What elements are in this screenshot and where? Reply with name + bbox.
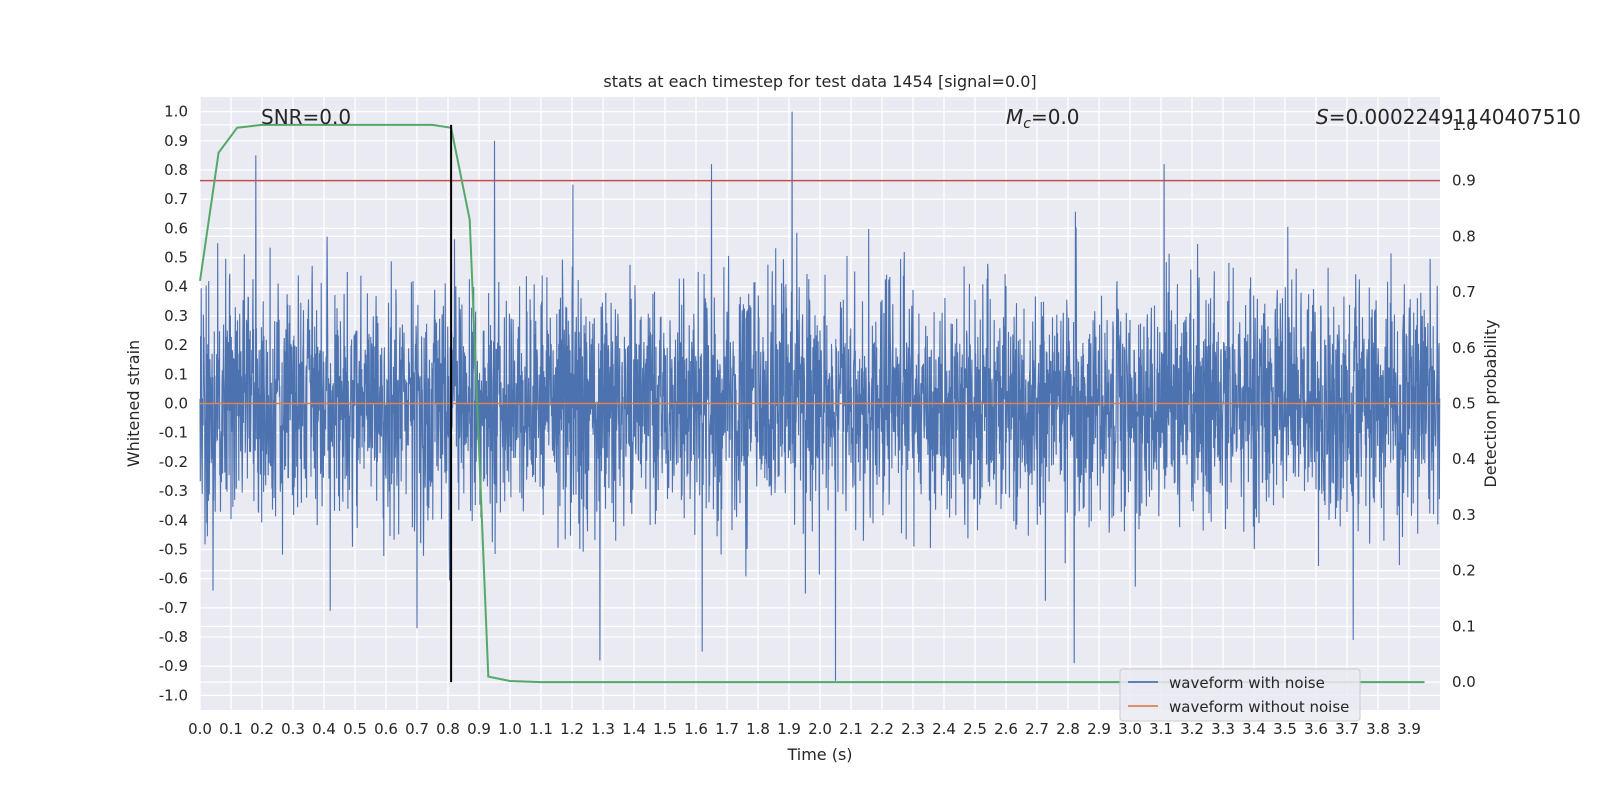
x-tick-label: 1.3: [591, 720, 615, 738]
legend-label-clean: waveform without noise: [1169, 698, 1349, 716]
snr-annotation: SNR=0.0: [261, 105, 351, 129]
x-tick-label: 3.3: [1211, 720, 1235, 738]
x-tick-label: 3.5: [1273, 720, 1297, 738]
noise-series-line: [199, 111, 1441, 681]
y-tick-label: 0.2: [164, 336, 188, 354]
y-right-tick-label: 0.2: [1452, 562, 1476, 580]
y-right-tick-labels: 1.0 0.9 0.8 0.7 0.6 0.5 0.4 0.3 0.2 0.1 0.0: [1452, 116, 1476, 691]
y-right-tick-label: 0.7: [1452, 283, 1476, 301]
x-tick-label: 0.1: [219, 720, 243, 738]
x-tick-label: 1.9: [777, 720, 801, 738]
y-tick-label: -0.7: [159, 599, 188, 617]
x-tick-label: 0.6: [374, 720, 398, 738]
y-tick-label: -1.0: [159, 686, 188, 704]
y-tick-label: -0.3: [159, 482, 188, 500]
x-tick-label: 0.0: [188, 720, 212, 738]
x-tick-label: 0.7: [405, 720, 429, 738]
s-symbol: S: [1316, 105, 1329, 129]
x-tick-label: 3.7: [1335, 720, 1359, 738]
x-tick-label: 3.9: [1397, 720, 1421, 738]
y-right-tick-label: 0.8: [1452, 227, 1476, 245]
x-tick-label: 2.6: [994, 720, 1018, 738]
x-tick-label: 1.4: [622, 720, 646, 738]
x-tick-label: 1.1: [529, 720, 553, 738]
y-right-axis-label: Detection probability: [1481, 319, 1500, 487]
x-tick-label: 1.0: [498, 720, 522, 738]
x-tick-label: 0.8: [436, 720, 460, 738]
y-tick-labels: 1.0 0.9 0.8 0.7 0.6 0.5 0.4 0.3 0.2 0.1 0.0 -0.1 -0.…: [159, 103, 188, 705]
y-right-tick-label: 0.1: [1452, 617, 1476, 635]
y-tick-label: -0.8: [159, 628, 188, 646]
y-tick-label: 0.6: [164, 219, 188, 237]
x-tick-label: 1.5: [653, 720, 677, 738]
x-tick-label: 2.1: [839, 720, 863, 738]
s-value: =0.00022491140407510: [1329, 105, 1581, 129]
y-tick-label: -0.2: [159, 453, 188, 471]
x-tick-label: 0.5: [343, 720, 367, 738]
x-tick-label: 2.5: [963, 720, 987, 738]
x-tick-label: 3.4: [1242, 720, 1266, 738]
y-right-tick-label: 1.0: [1452, 116, 1476, 134]
y-axis-label: Whitened strain: [124, 340, 143, 467]
y-tick-label: 0.7: [164, 190, 188, 208]
chart-title: stats at each timestep for test data 145…: [603, 72, 1036, 91]
y-tick-label: 0.0: [164, 395, 188, 413]
x-tick-label: 2.8: [1056, 720, 1080, 738]
y-right-tick-label: 0.6: [1452, 339, 1476, 357]
y-tick-label: -0.9: [159, 657, 188, 675]
y-tick-label: 0.1: [164, 365, 188, 383]
x-tick-label: 2.2: [870, 720, 894, 738]
x-tick-label: 3.8: [1366, 720, 1390, 738]
noise-series: [199, 111, 1441, 681]
x-tick-label: 2.7: [1025, 720, 1049, 738]
x-tick-label: 3.1: [1149, 720, 1173, 738]
y-tick-label: 0.8: [164, 161, 188, 179]
x-tick-label: 2.9: [1087, 720, 1111, 738]
y-tick-label: 0.4: [164, 278, 188, 296]
y-tick-label: 1.0: [164, 103, 188, 121]
x-tick-label: 0.3: [281, 720, 305, 738]
mc-value: =0.0: [1031, 105, 1080, 129]
x-tick-label: 2.3: [901, 720, 925, 738]
y-tick-label: -0.4: [159, 511, 188, 529]
y-right-tick-label: 0.0: [1452, 673, 1476, 691]
mc-annotation: Mc=0.0: [1006, 105, 1080, 132]
x-tick-label: 1.2: [560, 720, 584, 738]
x-tick-label: 1.8: [746, 720, 770, 738]
mc-symbol: M: [1006, 105, 1023, 129]
legend-box: [1119, 668, 1361, 722]
x-tick-label: 1.7: [715, 720, 739, 738]
x-tick-label: 1.6: [684, 720, 708, 738]
x-tick-label: 2.4: [932, 720, 956, 738]
mc-subscript: c: [1023, 116, 1031, 132]
y-right-tick-label: 0.9: [1452, 172, 1476, 190]
y-tick-label: -0.6: [159, 570, 188, 588]
x-tick-label: 3.2: [1180, 720, 1204, 738]
x-tick-label: 2.0: [808, 720, 832, 738]
legend-label-noise: waveform with noise: [1169, 674, 1325, 692]
legend: waveform with noise waveform without noi…: [1119, 668, 1361, 722]
s-annotation: S=0.00022491140407510: [1316, 105, 1581, 129]
y-tick-label: -0.5: [159, 540, 188, 558]
y-tick-label: 0.3: [164, 307, 188, 325]
y-tick-label: 0.5: [164, 249, 188, 267]
x-tick-label: 0.2: [250, 720, 274, 738]
x-tick-label: 3.6: [1304, 720, 1328, 738]
y-tick-label: -0.1: [159, 424, 188, 442]
x-tick-label: 0.4: [312, 720, 336, 738]
y-right-tick-label: 0.3: [1452, 506, 1476, 524]
y-right-tick-label: 0.4: [1452, 450, 1476, 468]
x-tick-label: 3.0: [1118, 720, 1142, 738]
x-tick-label: 0.9: [467, 720, 491, 738]
x-tick-labels: 0.0 0.1 0.2 0.3 0.4 0.5 0.6 0.7 0.8 0.9 1.0 1.1 1.2 1…: [188, 720, 1421, 738]
x-axis-label: Time (s): [786, 745, 852, 764]
y-right-tick-label: 0.5: [1452, 395, 1476, 413]
y-tick-label: 0.9: [164, 132, 188, 150]
probability-series-line: [199, 123, 1425, 684]
